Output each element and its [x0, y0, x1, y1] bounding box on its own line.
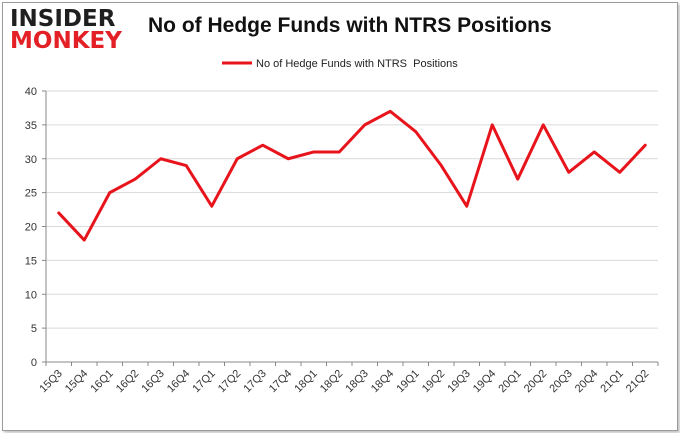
x-tick-label: 15Q4 — [63, 368, 91, 396]
series-line — [57, 109, 647, 242]
x-tick-label: 18Q4 — [369, 368, 397, 396]
insider-monkey-logo: INSIDER MONKEY — [10, 8, 130, 56]
y-tick-label: 30 — [25, 154, 37, 166]
x-tick-label: 17Q1 — [190, 368, 218, 396]
x-tick-label: 20Q1 — [496, 368, 524, 396]
y-tick-labels: 0 5 10 15 20 25 30 35 40 — [25, 86, 37, 369]
x-tick-label: 19Q2 — [420, 368, 448, 396]
x-tick-label: 16Q4 — [165, 368, 193, 396]
y-tick-label: 35 — [25, 120, 37, 132]
axes — [42, 90, 659, 366]
series-lines — [57, 109, 647, 242]
x-tick-label: 19Q4 — [471, 368, 499, 396]
legend-label: No of Hedge Funds with NTRS Positions — [256, 58, 458, 70]
logo-line-2: MONKEY — [10, 28, 122, 54]
x-tick-label: 15Q3 — [37, 368, 65, 396]
y-tick-label: 40 — [25, 86, 37, 98]
y-tick-label: 10 — [25, 289, 37, 301]
x-tick-label: 21Q1 — [598, 368, 626, 396]
y-tick-label: 15 — [25, 255, 37, 267]
x-tick-label: 17Q4 — [267, 368, 295, 396]
logo-line-1: INSIDER — [10, 6, 116, 32]
x-tick-label: 21Q2 — [624, 368, 652, 396]
x-tick-label: 20Q2 — [522, 368, 550, 396]
grid-lines — [46, 90, 658, 329]
x-tick-label: 20Q3 — [547, 368, 575, 396]
x-tick-label: 16Q3 — [139, 368, 167, 396]
y-tick-label: 5 — [31, 323, 37, 335]
x-tick-label: 16Q1 — [88, 368, 116, 396]
x-tick-label: 18Q3 — [343, 368, 371, 396]
x-tick-label: 18Q1 — [292, 368, 320, 396]
chart-title: No of Hedge Funds with NTRS Positions — [148, 14, 552, 37]
x-tick-label: 17Q3 — [241, 368, 269, 396]
x-tick-label: 19Q1 — [394, 368, 422, 396]
y-tick-label: 25 — [25, 188, 37, 200]
y-tick-label: 0 — [31, 357, 37, 369]
x-tick-label: 19Q3 — [445, 368, 473, 396]
legend: No of Hedge Funds with NTRS Positions — [222, 58, 458, 70]
x-tick-label: 17Q2 — [216, 368, 244, 396]
x-tick-label: 16Q2 — [114, 368, 142, 396]
y-tick-label: 20 — [25, 222, 37, 234]
x-tick-label: 20Q4 — [573, 368, 601, 396]
x-tick-label: 18Q2 — [318, 368, 346, 396]
x-tick-labels: 15Q315Q416Q116Q216Q316Q417Q117Q217Q317Q4… — [37, 368, 651, 396]
